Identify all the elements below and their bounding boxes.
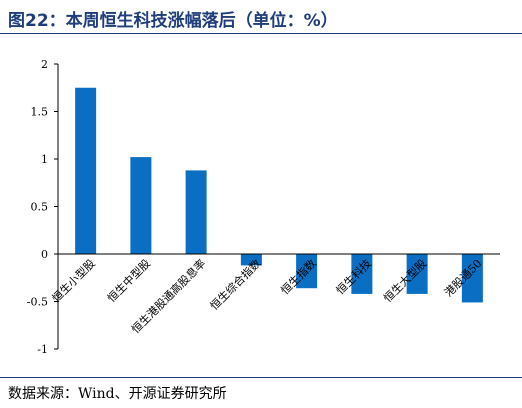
x-tick-label: 恒生中型股 (104, 256, 153, 305)
y-tick-label: 2 (41, 58, 48, 71)
y-tick-label: -1 (37, 343, 48, 356)
x-tick-label: 恒生小型股 (49, 256, 98, 305)
source-rule (0, 377, 522, 378)
bar (406, 254, 428, 294)
y-tick-label: 1.5 (31, 106, 49, 119)
y-axis: -1 -0.5 0 0.5 1 1.5 2 (27, 58, 59, 356)
bar (75, 87, 97, 254)
y-tick-label: -0.5 (27, 296, 48, 309)
bar (296, 254, 318, 289)
bar (461, 254, 483, 303)
x-tick-label: 恒生综合指数 (207, 256, 264, 313)
title-rule (0, 33, 522, 34)
source-note: 数据来源：Wind、开源证券研究所 (8, 386, 227, 402)
y-tick-label: 0 (41, 248, 48, 261)
bar (240, 254, 262, 266)
y-tick-label: 1 (41, 153, 48, 166)
bar (351, 254, 373, 294)
bar (185, 170, 207, 254)
bar (130, 157, 152, 254)
y-tick-label: 0.5 (31, 201, 49, 214)
figure-title: 图22：本周恒生科技涨幅落后（单位：%） (8, 11, 338, 31)
bars (75, 87, 483, 303)
